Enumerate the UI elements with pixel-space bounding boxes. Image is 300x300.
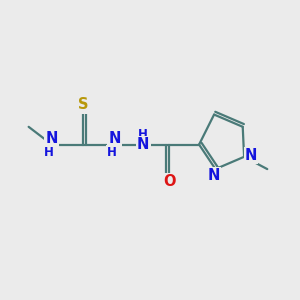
Text: S: S (78, 98, 88, 112)
Text: N: N (245, 148, 257, 163)
Text: O: O (163, 174, 175, 189)
Text: H: H (138, 128, 148, 142)
Text: N: N (208, 168, 220, 183)
Text: H: H (107, 146, 117, 159)
Text: N: N (46, 131, 58, 146)
Text: N: N (137, 137, 149, 152)
Text: H: H (44, 146, 53, 159)
Text: N: N (108, 131, 121, 146)
